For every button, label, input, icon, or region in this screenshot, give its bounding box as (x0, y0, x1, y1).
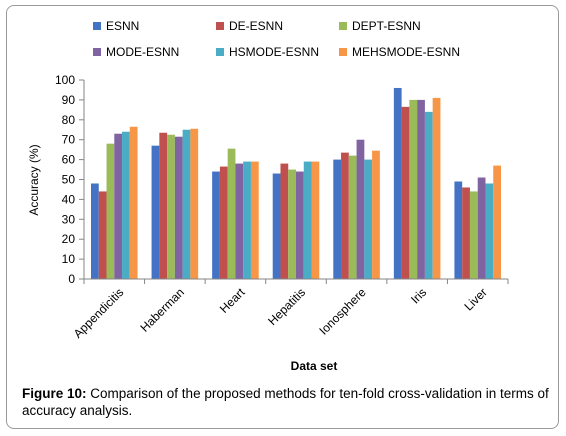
bar-dept-esnn-iris (409, 99, 418, 280)
y-tick-label: 70 (62, 133, 76, 147)
bar-mehsmode-esnn-iris (432, 97, 441, 279)
x-tick-label: Appendicitis (71, 285, 127, 341)
bar-de-esnn-liver (462, 187, 470, 279)
bar-de-esnn-haberman (159, 132, 168, 279)
legend-label: DE-ESNN (229, 19, 283, 33)
x-tick-label: Ionosphere (316, 285, 369, 338)
y-tick-label: 0 (68, 272, 75, 286)
y-tick-label: 60 (62, 153, 76, 167)
bar-dept-esnn-haberman (167, 134, 175, 279)
bar-de-esnn-hepatitis (280, 163, 289, 279)
legend-swatch (216, 22, 224, 30)
bar-hsmode-esnn-heart (243, 161, 251, 279)
x-axis: Appendicitis Haberman Heart Hepatitis Ionosp… (71, 278, 509, 341)
legend-swatch (339, 48, 347, 56)
bar-mehsmode-esnn-hepatitis (311, 161, 320, 279)
x-tick-label: Haberman (137, 285, 187, 335)
y-axis-label: Accuracy (%) (27, 144, 41, 215)
y-tick-label: 10 (62, 252, 76, 266)
bar-esnn-iris (393, 87, 402, 280)
y-tick-label: 90 (62, 93, 76, 107)
bar-mode-esnn-appendicitis (114, 133, 123, 279)
bar-mode-esnn-iris (417, 99, 425, 280)
y-tick-label: 20 (62, 232, 76, 246)
bar-mehsmode-esnn-haberman (190, 128, 199, 279)
x-tick-label: Iris (408, 285, 429, 306)
bar-hsmode-esnn-ionosphere (364, 159, 373, 279)
bar-dept-esnn-appendicitis (106, 143, 115, 279)
x-tick-label: Liver (462, 285, 490, 313)
bar-mehsmode-esnn-heart (250, 161, 259, 279)
legend-label: MEHSMODE-ESNN (352, 45, 460, 59)
y-tick-label: 40 (62, 192, 76, 206)
bar-hsmode-esnn-iris (424, 111, 433, 279)
chart-legend: ESNN DE-ESNN DEPT-ESNN MODE-ESNN HSMODE-ESNN… (93, 19, 460, 59)
bar-mode-esnn-heart (235, 163, 244, 279)
bar-mode-esnn-haberman (174, 136, 183, 279)
bar-mode-esnn-hepatitis (296, 171, 304, 279)
x-tick-label: Heart (217, 285, 248, 316)
caption-text: Comparison of the proposed methods for t… (22, 386, 549, 418)
legend-label: HSMODE-ESNN (229, 45, 319, 59)
caption-label: Figure 10: (22, 386, 87, 401)
y-tick-label: 50 (62, 173, 76, 187)
bar-de-esnn-appendicitis (98, 191, 107, 279)
bar-esnn-liver (454, 181, 463, 279)
bar-esnn-heart (212, 171, 220, 279)
bar-mehsmode-esnn-ionosphere (372, 150, 380, 279)
y-tick-label: 100 (55, 73, 75, 87)
bar-mode-esnn-ionosphere (356, 139, 365, 279)
bar-de-esnn-heart (219, 166, 228, 279)
bar-esnn-appendicitis (91, 183, 99, 279)
bar-esnn-hepatitis (272, 173, 281, 279)
legend-label: ESNN (106, 19, 139, 33)
figure-caption: Figure 10: Comparison of the proposed me… (22, 385, 552, 419)
y-axis: 0 10 20 30 40 50 60 70 80 90 100 (55, 73, 85, 286)
bar-mehsmode-esnn-liver (493, 165, 501, 279)
legend-swatch (339, 22, 347, 30)
bar-mode-esnn-liver (477, 177, 486, 279)
x-axis-label: Data set (291, 359, 338, 373)
y-tick-label: 30 (62, 212, 76, 226)
bar-mehsmode-esnn-appendicitis (129, 126, 138, 279)
legend-swatch (216, 48, 224, 56)
bar-dept-esnn-hepatitis (288, 169, 296, 279)
legend-swatch (93, 48, 101, 56)
bar-hsmode-esnn-liver (485, 183, 494, 279)
bar-dept-esnn-heart (227, 148, 236, 279)
bar-dept-esnn-ionosphere (348, 155, 357, 279)
bar-esnn-ionosphere (333, 159, 342, 279)
legend-label: DEPT-ESNN (352, 19, 421, 33)
bar-dept-esnn-liver (469, 191, 478, 279)
bar-de-esnn-iris (401, 106, 410, 280)
bar-chart: ESNN DE-ESNN DEPT-ESNN MODE-ESNN HSMODE-ESNN… (27, 19, 509, 373)
legend-label: MODE-ESNN (106, 45, 179, 59)
bar-hsmode-esnn-appendicitis (122, 131, 130, 279)
bar-hsmode-esnn-haberman (182, 129, 191, 279)
bar-hsmode-esnn-hepatitis (303, 161, 312, 279)
legend-swatch (93, 22, 101, 30)
bars (91, 87, 501, 280)
x-tick-label: Hepatitis (265, 285, 308, 328)
y-tick-label: 80 (62, 113, 76, 127)
bar-de-esnn-ionosphere (341, 152, 349, 279)
bar-esnn-haberman (151, 145, 160, 279)
